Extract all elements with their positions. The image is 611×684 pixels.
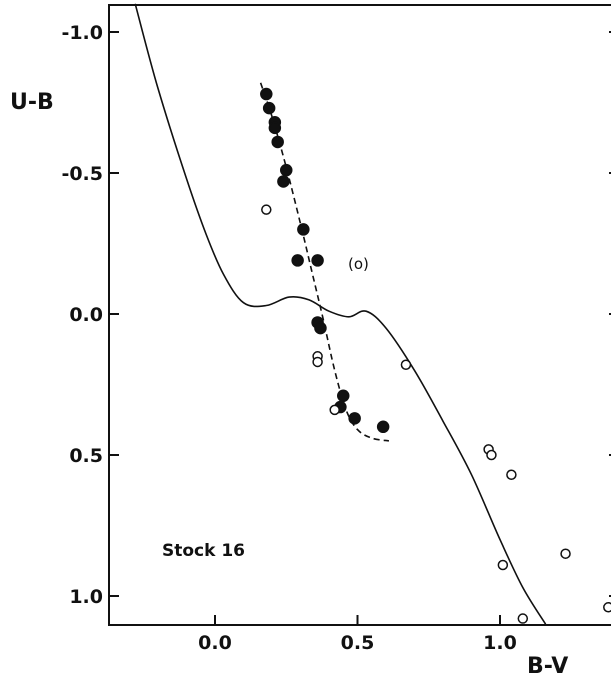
open-data-point [560, 548, 571, 559]
filled-data-point [291, 254, 304, 267]
open-data-point [603, 602, 611, 613]
curves [134, 3, 547, 625]
filled-data-point [376, 420, 390, 434]
y-tick-label: 0.0 [69, 304, 103, 326]
open-data-point [312, 356, 323, 368]
y-tick-label: -1.0 [61, 22, 103, 44]
intrinsic-relation-curve [134, 3, 547, 625]
open-data-point [400, 359, 412, 371]
open-data-point [497, 559, 509, 571]
filled-data-point [311, 254, 324, 267]
open-data-point [486, 449, 497, 461]
filled-data-point [297, 223, 310, 236]
filled-data-point [268, 121, 282, 135]
data-points [260, 87, 611, 624]
x-tick-label: 0.5 [341, 632, 375, 654]
dashed-sequence-line [259, 82, 390, 442]
open-data-point [329, 404, 340, 416]
x-axis-title: B-V [527, 654, 568, 679]
filled-data-point [271, 135, 284, 149]
x-tick-label: 1.0 [483, 632, 517, 654]
x-ticks: 0.0 0.5 1.0 [198, 615, 517, 654]
y-ticks: -1.0 -0.5 0.0 0.5 1.0 [61, 22, 611, 608]
filled-data-point [277, 175, 290, 188]
open-data-point [506, 469, 517, 480]
bracketed-point: (o) [348, 255, 369, 273]
cluster-label: Stock 16 [162, 541, 245, 561]
x-tick-label: 0.0 [198, 632, 232, 654]
open-data-point [261, 204, 272, 215]
open-data-point [517, 613, 529, 624]
filled-data-point [314, 321, 327, 335]
y-tick-label: -0.5 [61, 163, 103, 185]
plot-frame [108, 4, 611, 626]
filled-data-point [280, 163, 293, 177]
filled-data-point [260, 87, 273, 101]
y-tick-label: 0.5 [69, 445, 103, 467]
filled-data-point [337, 389, 350, 403]
filled-data-point [262, 101, 276, 115]
filled-data-point [348, 412, 361, 425]
y-tick-label: 1.0 [69, 586, 103, 608]
y-axis-title: U-B [10, 90, 54, 115]
